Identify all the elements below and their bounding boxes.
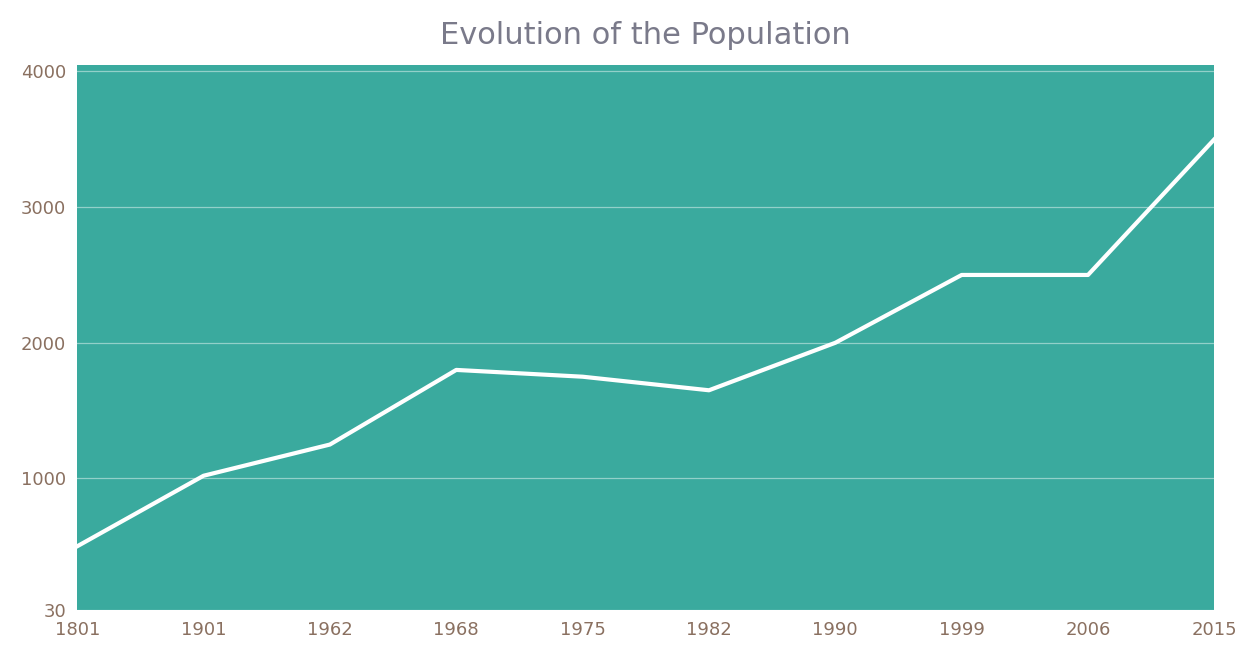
- Title: Evolution of the Population: Evolution of the Population: [440, 21, 852, 50]
